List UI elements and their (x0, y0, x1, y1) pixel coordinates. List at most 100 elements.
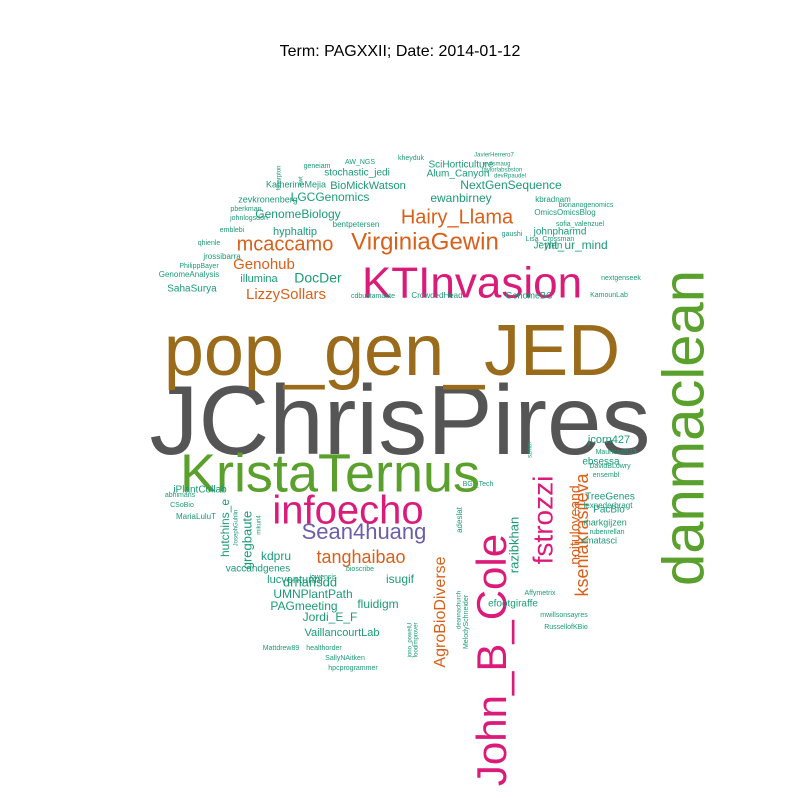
word-genomebc: GenomeBC (505, 290, 553, 300)
word-lgcgenomics: LGCGenomics (291, 190, 370, 204)
word-nextgenseek: nextgenseek (601, 275, 641, 282)
word-hpcprogrammer: hpcprogrammer (328, 665, 378, 672)
word-ensembl: ensembl (593, 472, 620, 479)
word-pagmeeting: PAGmeeting (270, 599, 337, 613)
word-jrossibarra: jrossibarra (202, 252, 241, 261)
word-russellofkbio: RussellofKBio (544, 624, 588, 631)
word-johnlogsdon: johnlogsdon (229, 215, 268, 222)
word-mwillsonsayres: mwillsonsayres (540, 612, 588, 619)
word-affymetrix: Affymetrix (525, 590, 556, 597)
word-virginiagewin: VirginiaGewin (351, 228, 499, 255)
word-stochastic-jedi: stochastic_jedi (324, 168, 390, 179)
word-gwt: gwt (299, 176, 305, 186)
word-ewanbirney: ewanbirney (430, 191, 491, 205)
word-healthorder: healthorder (306, 645, 342, 652)
word-fluidigm: fluidigm (357, 597, 398, 611)
word-drhansdd: drhansdd (283, 574, 337, 589)
word-efootgiraffe: efootgiraffe (488, 599, 538, 610)
word-john-b-cole: John_B_Cole (468, 534, 515, 786)
word-jeylen: Jeylen (534, 241, 563, 252)
word-infoecho: infoecho (272, 489, 423, 533)
word-umnplantpath: UMNPlantPath (273, 587, 352, 601)
word-agrobiodiverse: AgroBioDiverse (432, 556, 449, 667)
word-alum-canyon: Alum_Canyon (427, 169, 490, 180)
word-iowensis: iowensis (310, 574, 337, 581)
word-foodimprover: foodimprover (414, 622, 420, 657)
word-cdbustamante: cdbustamante (351, 293, 395, 300)
word-bioscribe: bioscribe (346, 566, 374, 573)
word-marialulut: MariaLuluT (176, 512, 216, 521)
word-javierherrero7: JavierHerrero7 (474, 153, 514, 159)
word-nmatasci: nmatasci (581, 535, 617, 545)
word-rubenrellan: rubenrellan (589, 529, 624, 536)
word-kdpru: kdpru (261, 549, 291, 563)
word-kamounlab: KamounLab (590, 292, 628, 299)
word-taylorlabsbston: taylorlabsbston (482, 168, 522, 174)
word-devrpaudel: devRpaudel (494, 174, 526, 180)
word-melodyschneider: MelodySchneider (463, 594, 470, 649)
word-jordi-e-f: Jordi_E_F (303, 610, 358, 624)
word-kseniakrasileva: kseniakrasileva (572, 472, 592, 596)
word-fstrozzi: fstrozzi (527, 476, 558, 565)
word-mcaccamo: mcaccamo (237, 233, 334, 255)
word-pacbio: PacBio (593, 505, 625, 516)
word-bgi-tech: BGI_Tech (463, 481, 494, 488)
word-mikuri4: mikuri4 (257, 515, 263, 535)
word-abhimans: abhimans (165, 492, 196, 499)
word-biomickwatson: BioMickWatson (330, 180, 405, 192)
word-philippbayer: PhilippBayer (179, 263, 219, 270)
word-sofia-valenzuel: sofia_valenzuel (556, 221, 605, 228)
word-csobio: CSoBio (170, 502, 194, 509)
word-maurissab23: MaurissaB23 (596, 449, 637, 456)
word-vaccandgenes: vaccandgenes (226, 564, 291, 575)
word-ebsessa: ebsessa (582, 457, 620, 468)
word-ktinvasion: KTInvasion (362, 259, 582, 308)
word-zevkronenberg: zevkronenberg (238, 194, 298, 204)
word-pberkman: pberkman (230, 206, 261, 213)
word-kbradnam: kbradnam (535, 195, 571, 204)
word-josephguhlin: JosephGuhlin (234, 510, 240, 547)
word-adeslat: adeslat (455, 506, 464, 533)
word-lexnederbragt: lexnederbragt (584, 501, 634, 510)
word-lisa-crossman: Lisa_Crossman (526, 236, 575, 243)
word-evilsmaug: evilsmaug (483, 162, 510, 168)
word-fsharpton: fsharpton (277, 165, 283, 190)
word-omicsomicsblog: OmicsOmicsBlog (534, 208, 595, 217)
word-vaillancourtlab: VaillancourtLab (304, 627, 379, 639)
word-treegenes: TreeGenes (585, 492, 635, 503)
word-genomebiology: GenomeBiology (255, 207, 340, 221)
word-genomeanalysis: GenomeAnalysis (159, 270, 219, 279)
word-emblebi: emblebi (220, 227, 245, 234)
word-davidblowry: DavidBLowry (589, 463, 631, 470)
word-hyphaltip: hyphaltip (273, 226, 317, 238)
word-jchrispires: JChrisPires (150, 365, 651, 475)
word-noituloveand: noituloveand (567, 485, 583, 564)
word-docder: DocDer (294, 270, 342, 286)
word-illumina: illumina (240, 273, 278, 285)
word-jcorn427: jcorn427 (587, 434, 630, 446)
word-iplantcollab: iPlantCollab (173, 485, 227, 496)
word-deannachurch: deannachurch (457, 591, 463, 629)
word-sahasurya: SahaSurya (167, 284, 217, 295)
word-danmaclean: danmaclean (651, 270, 716, 586)
word-hairy-llama: Hairy_Llama (401, 206, 514, 228)
word-kristaternus: KristaTernus (180, 443, 480, 503)
word-tanghaibao: tanghaibao (316, 547, 405, 567)
word-gaushi: gaushi (502, 231, 523, 238)
word-kheyduk: kheyduk (398, 155, 425, 162)
word-szintri: szintri (528, 442, 534, 458)
word-johnpharmd: johnpharmd (533, 227, 587, 238)
word-mt-ur-mind: mt_ur_mind (544, 238, 607, 252)
word-geneiam: geneiam (304, 163, 331, 170)
word-bionanogenomics: bionanogenomics (559, 202, 614, 209)
word-hutchins-e: hutchins_e (218, 499, 232, 557)
word-gregbaute: gregbaute (239, 511, 254, 570)
word-razibkhan: razibkhan (506, 517, 521, 573)
word-mattdrew89: Mattdrew89 (263, 645, 300, 652)
word-aw-ngs: AW_NGS (345, 159, 375, 166)
word-scihorticulture: SciHorticulture (428, 160, 493, 171)
word-lizzysollars: LizzySollars (246, 286, 326, 303)
